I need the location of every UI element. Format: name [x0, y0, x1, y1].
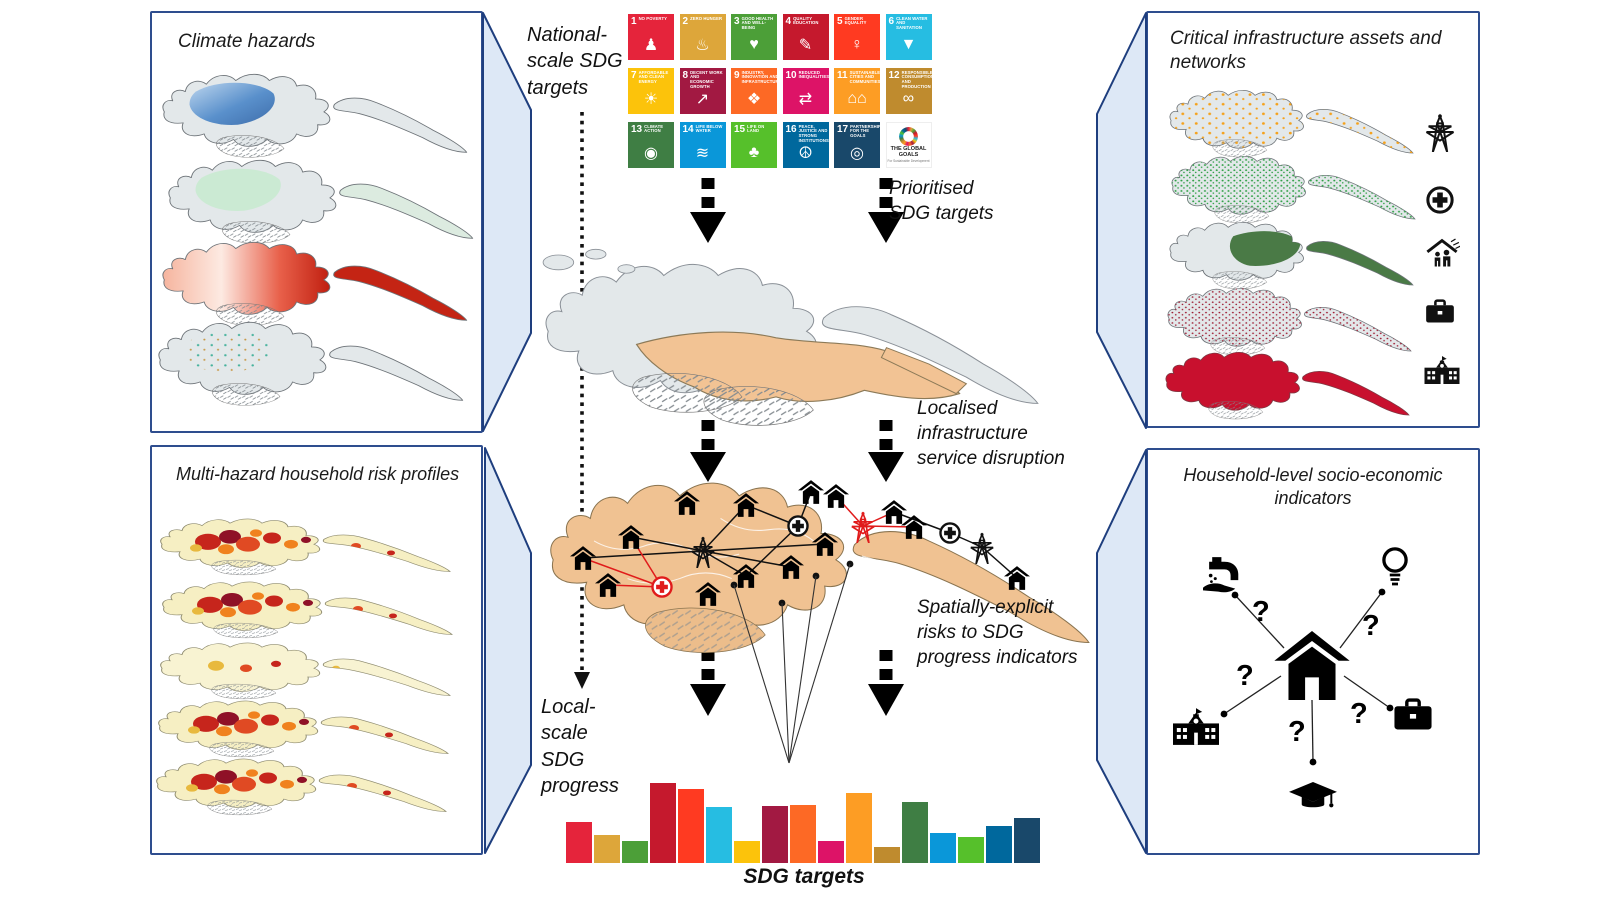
- sdg-tile-9: 9Industry, Innovation and Infrastructure…: [731, 68, 777, 114]
- map-tower-icon: [690, 536, 716, 568]
- sdg-tile-6: 6 Clean Water and Sanitation ▼: [885, 14, 932, 60]
- sdg-tile-15: 15 Life on Land ♣: [731, 122, 777, 168]
- gender-icon: ♀: [851, 35, 863, 53]
- rings-icon: ◎: [850, 144, 864, 162]
- sdg-bar-8: [762, 806, 788, 863]
- question-mark: ?: [1350, 698, 1368, 730]
- question-mark: ?: [1362, 610, 1380, 642]
- wedge-climate: [482, 12, 532, 432]
- map-health-icon: [787, 515, 809, 537]
- sdg-tile-17: 17Partnerships for the Goals◎: [834, 122, 880, 168]
- chart-x-axis-label: SDG targets: [743, 865, 865, 888]
- sdg-tile-1: 1 No Poverty ♟: [628, 14, 674, 60]
- sdg-bar-9: [790, 805, 816, 863]
- panel-title-household: Household-level socio-economic indicator…: [1183, 465, 1443, 508]
- panel-title-multihazard: Multi-hazard household risk profiles: [176, 464, 460, 484]
- sdg-tile-10: 10 Reduced Inequalities ⇄: [782, 68, 829, 114]
- flow-arrows: [690, 178, 904, 716]
- panel-multihazard-risk: Multi-hazard household risk profiles: [150, 445, 483, 855]
- panel-climate-hazards: Climate hazards: [150, 11, 483, 433]
- panel-title-infrastructure: Critical infrastructure assets and netwo…: [1170, 28, 1442, 73]
- map-utility-icons: [651, 511, 995, 598]
- sdg-bar-4: [650, 783, 676, 863]
- sdg-bar-14: [930, 833, 956, 863]
- sdg-bar-7: [734, 841, 760, 863]
- people-icon: ♟: [643, 36, 659, 54]
- map-house-icons: [570, 480, 1030, 606]
- sdg-tile-4: 4 Quality Education ✎: [782, 14, 829, 60]
- sdg-bar-6: [706, 807, 732, 863]
- sdg-progress-bar-chart: [566, 773, 1042, 863]
- sdg-tile-2: 2 Zero Hunger ♨: [679, 14, 726, 60]
- heartbeat-icon: ♥: [749, 35, 759, 53]
- sdg-bar-3: [622, 841, 648, 863]
- sdg-tile-5: 5 Gender Equality ♀: [834, 14, 880, 60]
- sdg-bar-13: [902, 802, 928, 863]
- sun-icon: ☀: [643, 90, 659, 108]
- dove-icon: ☮: [798, 144, 813, 162]
- sdg-bar-15: [958, 837, 984, 863]
- wedge-infrastructure: [1096, 12, 1147, 429]
- map-health-icon: [939, 522, 961, 544]
- bowl-icon: ♨: [695, 36, 710, 54]
- label-spatial-risks: Spatially-explicit risks to SDG progress…: [917, 597, 1078, 669]
- city-icon: ⌂⌂: [847, 89, 867, 107]
- sdg-tile-12: 12 Responsible Consumption and Production…: [885, 68, 932, 114]
- sdg-bar-5: [678, 789, 704, 863]
- sdg-tile-11: 11 Sustainable Cities and Communities ⌂⌂: [834, 68, 880, 114]
- book-pencil-icon: ✎: [798, 36, 813, 54]
- disrupted-links: [582, 495, 915, 588]
- sample-point-fan: [730, 560, 854, 764]
- sdg-tile-7: 7 Affordable and Clean Energy ☀: [628, 68, 674, 114]
- sdg-tile-8: 8 Decent Work and Economic Growth ↗: [679, 68, 726, 114]
- equality-arrows-icon: ⇄: [798, 90, 813, 108]
- fish-waves-icon: ≋: [695, 144, 710, 162]
- sdg-bar-1: [566, 822, 592, 863]
- label-national-scale: National-scale SDG targets: [527, 24, 623, 99]
- panel-critical-infrastructure: Critical infrastructure assets and netwo…: [1146, 11, 1480, 428]
- panel-household-indicators: Household-level socio-economic indicator…: [1146, 448, 1480, 855]
- wedge-household: [1096, 449, 1147, 854]
- cubes-icon: ❖: [746, 90, 762, 108]
- sdg-bar-2: [594, 835, 620, 863]
- infrastructure-links: [582, 491, 1018, 579]
- sdg-bar-12: [874, 847, 900, 863]
- sdg-tile-16: 16 Peace, Justice and Strong Institutions…: [782, 122, 829, 168]
- eye-globe-icon: ◉: [644, 144, 658, 162]
- sdg-tile-13: 13 Climate Action ◉: [628, 122, 674, 168]
- sdg-bar-10: [818, 841, 844, 863]
- sdg-bar-16: [986, 826, 1012, 863]
- sdg-tile-14: 14 Life Below Water ≋: [679, 122, 726, 168]
- label-prioritised: Prioritised SDG targets: [889, 178, 994, 225]
- global-goals-ring-icon: [899, 126, 918, 146]
- map-health-disrupted-icon: [651, 576, 673, 598]
- question-mark: ?: [1288, 716, 1306, 748]
- map-tower-icon: [969, 532, 995, 564]
- water-drop-icon: ▼: [900, 35, 917, 53]
- sdg-goal-grid: 1 No Poverty ♟ 2 Zero Hunger ♨ 3 Good Health an…: [628, 14, 932, 168]
- panel-title-climate: Climate hazards: [178, 31, 316, 52]
- map-tower-disrupted-icon: [850, 511, 876, 543]
- tree-icon: ♣: [748, 143, 760, 161]
- sdg-bar-11: [846, 793, 872, 863]
- global-goals-tile: THE GLOBAL GOALS For Sustainable Developm…: [885, 122, 932, 168]
- label-local-scale: Local-scale SDG progress: [541, 696, 619, 798]
- wedge-multihazard: [484, 447, 532, 854]
- label-localised-disruption: Localised infrastructure service disrupt…: [917, 398, 1065, 470]
- sdg-bar-17: [1014, 818, 1040, 863]
- national-to-local-axis: [574, 112, 590, 689]
- sdg-tile-3: 3 Good Health and Well-Being ♥: [731, 14, 777, 60]
- question-mark: ?: [1252, 596, 1270, 628]
- question-mark: ?: [1236, 660, 1254, 692]
- growth-chart-icon: ↗: [695, 90, 710, 108]
- infinity-icon: ∞: [902, 89, 915, 107]
